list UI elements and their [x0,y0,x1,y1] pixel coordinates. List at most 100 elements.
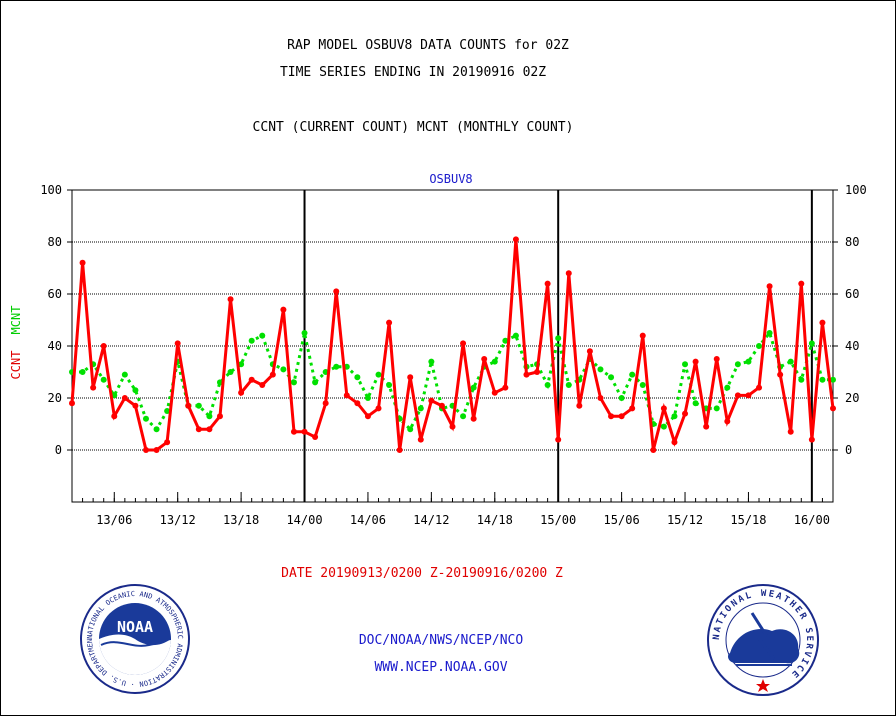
y-tick-label-right: 0 [845,443,852,457]
data-point-ccnt [565,270,572,277]
data-point-mcnt [692,400,699,407]
data-point-mcnt [238,361,245,368]
data-point-ccnt [164,439,171,446]
data-point-mcnt [301,330,308,336]
data-point-mcnt [671,413,678,420]
data-point-ccnt [100,343,107,349]
data-point-mcnt [290,379,297,386]
y-axis-label-ccnt: CCNT [9,351,23,380]
data-point-ccnt [639,332,646,339]
data-point-ccnt [185,402,192,409]
x-tick-label: 14/18 [477,513,513,527]
data-point-mcnt [639,382,646,388]
data-point-ccnt [798,280,805,287]
data-point-ccnt [69,400,75,407]
data-point-ccnt [396,447,403,453]
data-point-ccnt [174,340,181,347]
data-point-ccnt [819,319,826,326]
data-point-mcnt [164,408,171,414]
data-point-ccnt [121,395,128,401]
data-point-ccnt [671,439,678,446]
data-point-ccnt [502,384,509,391]
y-tick-label-left: 60 [48,287,62,301]
data-point-mcnt [756,343,763,349]
data-point-ccnt [248,376,255,383]
org-label: DOC/NOAA/NWS/NCEP/NCO [358,633,524,648]
data-point-mcnt [502,337,509,344]
data-point-ccnt [787,428,794,435]
data-point-ccnt [597,395,604,401]
website-link[interactable]: WWW.NCEP.NOAA.GOV [374,660,508,675]
data-point-mcnt [333,363,340,370]
data-point-mcnt [428,358,435,365]
x-tick-label: 14/00 [286,513,322,527]
data-point-ccnt [407,374,414,381]
x-tick-label: 15/00 [540,513,576,527]
data-point-ccnt [428,397,435,404]
y-tick-label-left: 0 [55,443,62,457]
data-point-ccnt [618,413,625,420]
data-point-mcnt [460,413,467,420]
data-point-ccnt [280,306,287,313]
data-point-ccnt [259,382,266,388]
data-point-ccnt [608,413,615,420]
data-point-ccnt [808,436,815,443]
data-point-ccnt [227,296,234,303]
chart-heading-line-3: CCNT (CURRENT COUNT) MCNT (MONTHLY COUNT… [252,120,574,135]
x-tick-label: 15/18 [730,513,766,527]
x-tick-label: 15/12 [667,513,703,527]
data-point-mcnt [470,384,477,391]
data-point-ccnt [153,447,160,453]
y-tick-label-left: 100 [40,183,62,197]
data-point-ccnt [142,447,149,453]
data-point-mcnt [766,330,773,336]
y-tick-label-left: 80 [48,235,62,249]
data-point-mcnt [364,395,371,401]
data-point-ccnt [470,415,477,422]
data-point-mcnt [417,405,424,412]
data-point-ccnt [756,384,763,391]
data-point-mcnt [798,376,805,383]
data-point-ccnt [290,428,297,435]
data-point-ccnt [386,319,393,326]
data-point-mcnt [745,358,752,365]
y-tick-label-right: 60 [845,287,859,301]
data-point-ccnt [343,392,350,399]
data-point-mcnt [280,366,287,373]
data-point-ccnt [629,405,636,412]
data-point-mcnt [206,413,213,420]
date-range-label: DATE 20190913/0200 Z-20190916/0200 Z [281,566,563,581]
data-point-mcnt [142,415,149,422]
data-point-ccnt [512,236,519,243]
data-point-ccnt [491,389,498,396]
chart-heading-line-1: RAP MODEL OSBUV8 DATA COUNTS for 02Z [287,38,569,53]
data-point-ccnt [206,426,213,433]
data-point-mcnt [132,387,139,394]
nws-logo: NATIONAL WEATHER SERVICE [707,584,819,696]
data-point-ccnt [238,389,245,396]
data-point-mcnt [682,361,689,368]
data-point-mcnt [830,376,836,383]
data-point-ccnt [111,413,118,420]
data-point-mcnt [565,382,572,388]
data-point-ccnt [703,423,710,430]
data-point-mcnt [629,371,636,378]
data-point-ccnt [534,369,541,375]
data-point-ccnt [364,413,371,420]
data-point-mcnt [407,426,414,433]
data-point-ccnt [269,371,276,378]
data-point-ccnt [333,288,340,295]
data-point-ccnt [301,428,308,435]
data-point-mcnt [354,374,361,381]
data-point-ccnt [523,371,530,378]
data-point-mcnt [79,369,86,375]
chart-title: OSBUV8 [429,172,472,186]
data-point-ccnt [734,392,741,399]
data-point-ccnt [132,402,139,409]
data-point-ccnt [650,447,657,453]
y-tick-label-left: 40 [48,339,62,353]
data-point-ccnt [745,392,752,399]
y-tick-label-right: 40 [845,339,859,353]
data-point-ccnt [79,259,86,266]
data-point-ccnt [576,402,583,409]
